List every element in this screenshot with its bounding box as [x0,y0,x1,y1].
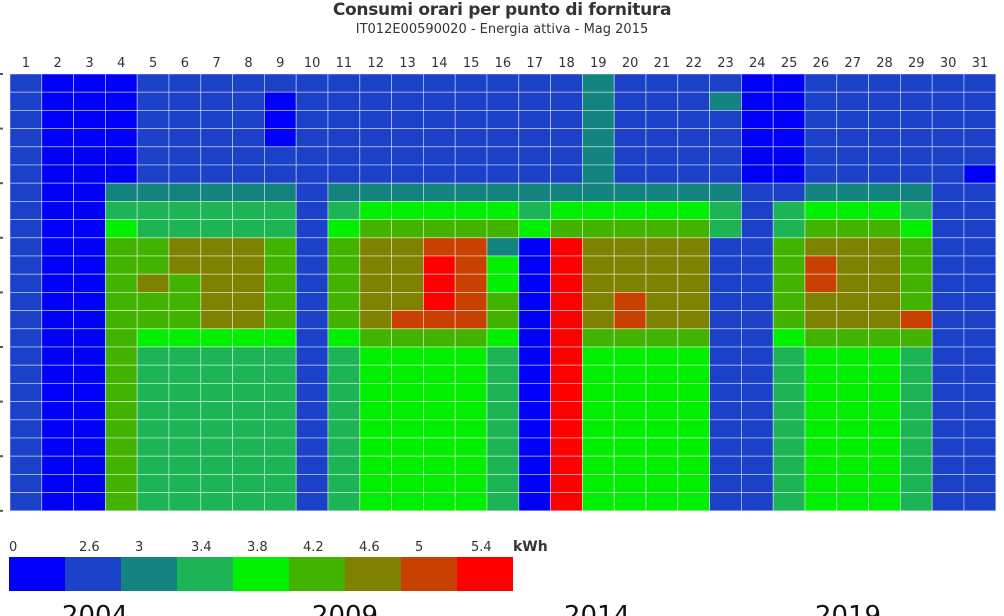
day-label-31: 31 [972,56,989,71]
day-label-27: 27 [844,56,861,71]
day-label-15: 15 [463,56,480,71]
day-label-13: 13 [399,56,416,71]
legend-swatch-0 [9,557,65,591]
day-label-14: 14 [431,56,448,71]
day-label-12: 12 [367,56,384,71]
day-label-28: 28 [876,56,893,71]
day-label-29: 29 [908,56,925,71]
day-label-8: 8 [244,56,252,71]
legend-swatch-5 [289,557,345,591]
day-label-3: 3 [85,56,93,71]
day-label-1: 1 [22,56,30,71]
day-label-30: 30 [940,56,957,71]
legend-swatch-6 [345,557,401,591]
heatmap-cell-day31-row24 [963,492,997,512]
legend-swatch-4 [233,557,289,591]
legend-label-8: 5.4 [471,540,492,555]
row-tick [0,400,3,403]
day-label-25: 25 [781,56,798,71]
day-label-9: 9 [276,56,284,71]
legend-unit: kWh [513,539,548,555]
legend-label-1: 2.6 [79,540,100,555]
day-label-21: 21 [654,56,671,71]
day-label-11: 11 [336,56,353,71]
day-label-24: 24 [749,56,766,71]
day-label-26: 26 [813,56,830,71]
row-tick [0,73,3,75]
row-tick [0,236,3,239]
legend-swatch-7 [401,557,457,591]
day-label-17: 17 [526,56,543,71]
legend-label-4: 3.8 [247,540,268,555]
day-label-4: 4 [117,56,125,71]
legend-label-5: 4.2 [303,540,324,555]
day-label-7: 7 [213,56,221,71]
day-label-22: 22 [685,56,702,71]
legend-label-6: 4.6 [359,540,380,555]
legend-swatch-8 [457,557,513,591]
row-tick [0,182,3,185]
day-label-18: 18 [558,56,575,71]
row-tick [0,346,3,348]
day-label-23: 23 [717,56,734,71]
legend-swatch-1 [65,557,121,591]
chart-subtitle: IT012E00590020 - Energia attiva - Mag 20… [355,22,649,37]
day-label-6: 6 [181,56,189,71]
day-label-19: 19 [590,56,607,71]
legend-label-2: 3 [135,540,143,555]
day-label-16: 16 [495,56,512,71]
day-label-5: 5 [149,56,157,71]
row-tick [0,455,3,458]
legend-label-3: 3.4 [191,540,212,555]
heatmap-chart: 1 2 3 4 5 6 7 8 9 10 11 12 13 14 15 16 17 18 19 20 21 22 23 24 2… [0,56,997,512]
row-tick [0,509,3,512]
chart-title: Consumi orari per punto di fornitura [332,0,672,20]
row-tick [0,291,3,294]
legend-swatch-3 [177,557,233,591]
legend-label-7: 5 [415,540,423,555]
day-label-10: 10 [304,56,321,71]
day-label-20: 20 [622,56,639,71]
row-tick [0,127,3,130]
legend-swatch-2 [121,557,177,591]
legend-label-0: 0 [9,540,17,555]
day-label-2: 2 [54,56,62,71]
